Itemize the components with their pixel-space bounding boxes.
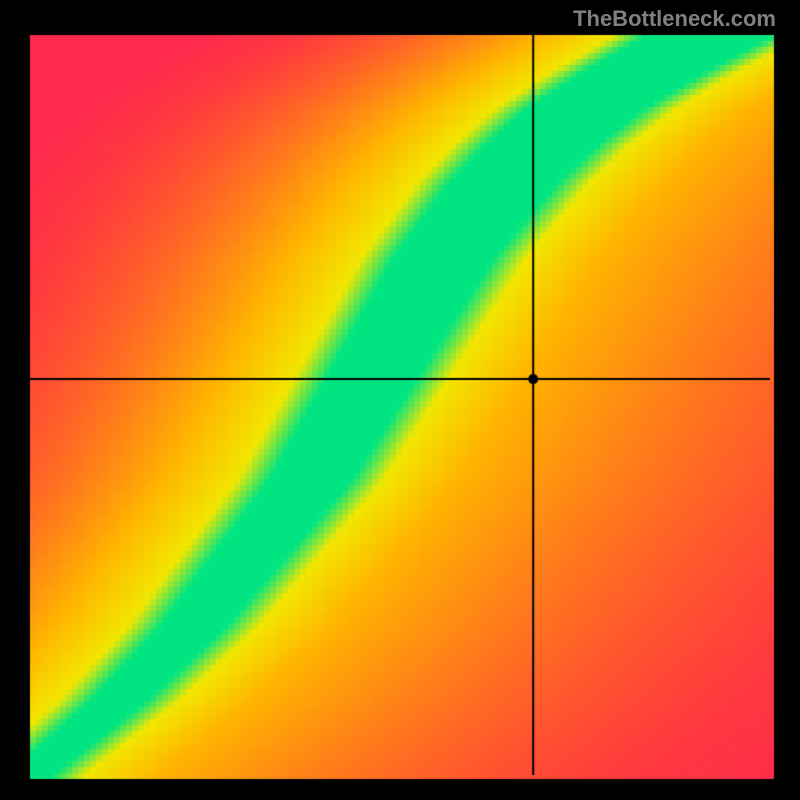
bottleneck-heatmap bbox=[0, 0, 800, 800]
watermark-text: TheBottleneck.com bbox=[573, 6, 776, 32]
chart-container: TheBottleneck.com bbox=[0, 0, 800, 800]
